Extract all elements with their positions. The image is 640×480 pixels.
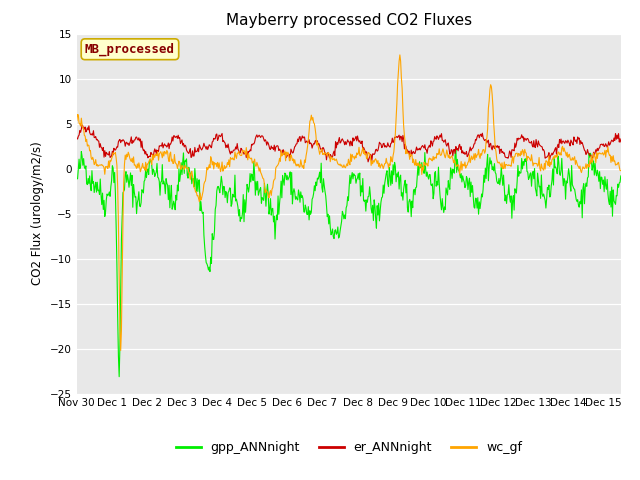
wc_gf	[73, 118, 81, 123]
er_ANNnight	[433, 136, 440, 142]
gpp_ANNnight	[73, 176, 81, 181]
wc_gf	[83, 136, 90, 142]
gpp_ANNnight	[83, 181, 90, 187]
wc_gf	[617, 168, 625, 173]
er_ANNnight	[84, 125, 92, 131]
gpp_ANNnight	[416, 159, 424, 165]
gpp_ANNnight	[223, 200, 231, 205]
er_ANNnight	[140, 148, 147, 154]
gpp_ANNnight	[431, 169, 439, 175]
gpp_ANNnight	[140, 190, 147, 196]
wc_gf	[223, 160, 231, 166]
wc_gf	[396, 52, 404, 58]
er_ANNnight	[617, 139, 625, 145]
gpp_ANNnight	[195, 178, 202, 183]
Line: wc_gf: wc_gf	[77, 55, 621, 350]
er_ANNnight	[195, 149, 202, 155]
wc_gf	[140, 165, 147, 171]
er_ANNnight	[417, 147, 424, 153]
Y-axis label: CO2 Flux (urology/m2/s): CO2 Flux (urology/m2/s)	[31, 142, 44, 286]
er_ANNnight	[364, 159, 372, 165]
wc_gf	[117, 348, 125, 353]
gpp_ANNnight	[617, 173, 625, 179]
wc_gf	[195, 196, 202, 202]
Line: gpp_ANNnight: gpp_ANNnight	[77, 148, 621, 377]
gpp_ANNnight	[115, 374, 123, 380]
Line: er_ANNnight: er_ANNnight	[77, 125, 621, 162]
Legend: gpp_ANNnight, er_ANNnight, wc_gf: gpp_ANNnight, er_ANNnight, wc_gf	[171, 436, 527, 459]
er_ANNnight	[73, 135, 81, 141]
wc_gf	[417, 162, 424, 168]
Text: MB_processed: MB_processed	[85, 43, 175, 56]
er_ANNnight	[223, 144, 231, 150]
er_ANNnight	[78, 122, 86, 128]
wc_gf	[433, 156, 440, 161]
Title: Mayberry processed CO2 Fluxes: Mayberry processed CO2 Fluxes	[226, 13, 472, 28]
gpp_ANNnight	[452, 145, 460, 151]
